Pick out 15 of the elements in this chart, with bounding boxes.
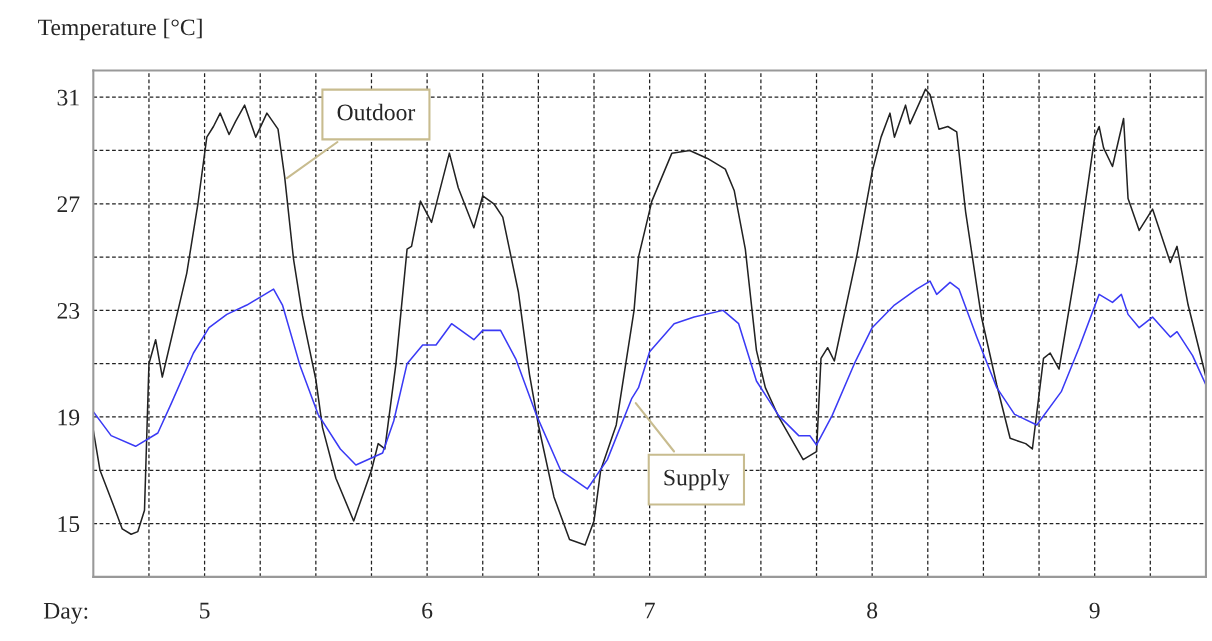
x-tick-label: 9 (1089, 602, 1100, 619)
x-axis-title: Day: (43, 603, 88, 624)
annotation: Outdoor (337, 103, 416, 121)
x-tick-label: 8 (867, 602, 878, 619)
line-series (93, 280, 1206, 490)
annotation: Supply (664, 468, 730, 491)
x-tick-label: 6 (422, 602, 433, 619)
y-tick-label: 19 (58, 409, 80, 426)
y-tick-label: 27 (57, 196, 80, 212)
y-axis-title: Temperature [°C] (38, 18, 202, 41)
y-tick-label: 23 (57, 302, 80, 319)
x-tick-label: 5 (200, 602, 210, 619)
y-tick-label: 15 (58, 516, 80, 533)
y-tick-label: 31 (57, 89, 79, 106)
x-tick-label: 7 (645, 602, 655, 619)
